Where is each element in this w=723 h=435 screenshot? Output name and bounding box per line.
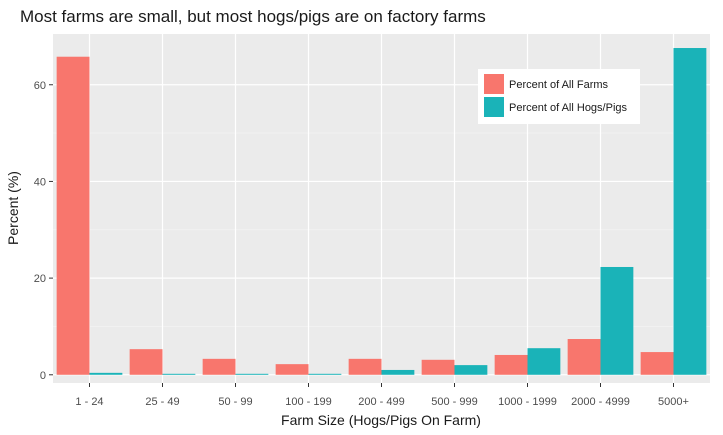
bars [56, 48, 707, 375]
legend: Percent of All Farms Percent of All Hogs/… [478, 69, 640, 124]
legend-label-hogs: Percent of All Hogs/Pigs [509, 102, 628, 114]
bar-farms-6 [421, 359, 455, 375]
y-tick-label: 0 [40, 370, 46, 382]
bar-farms-5 [348, 358, 382, 375]
legend-label-farms: Percent of All Farms [509, 79, 609, 91]
y-axis: 0 20 40 60 [34, 80, 53, 382]
bar-farms-8 [567, 339, 601, 375]
bar-farms-4 [275, 364, 309, 375]
bar-hogs-5 [381, 369, 415, 375]
y-tick-label: 60 [34, 80, 46, 92]
bar-hogs-8 [600, 266, 634, 375]
bar-hogs-3 [235, 373, 269, 375]
chart-title: Most farms are small, but most hogs/pigs… [20, 7, 486, 26]
legend-key-farms [484, 74, 504, 94]
x-tick-label: 25 - 49 [145, 396, 179, 408]
x-tick-label: 1000 - 1999 [498, 396, 557, 408]
y-tick-label: 20 [34, 273, 46, 285]
legend-background [478, 69, 640, 124]
y-tick-label: 40 [34, 176, 46, 188]
bar-farms-9 [640, 352, 674, 375]
bar-hogs-6 [454, 365, 488, 375]
bar-hogs-4 [308, 373, 342, 375]
bar-hogs-2 [162, 373, 196, 375]
x-tick-label: 50 - 99 [218, 396, 252, 408]
bar-farms-7 [494, 354, 528, 375]
bar-farms-3 [202, 358, 236, 375]
x-tick-label: 2000 - 4999 [571, 396, 630, 408]
x-axis: 1 - 24 25 - 49 50 - 99 100 - 199 200 - 499 50… [75, 383, 689, 408]
x-axis-title: Farm Size (Hogs/Pigs On Farm) [281, 412, 481, 428]
x-tick-label: 100 - 199 [285, 396, 331, 408]
x-tick-label: 500 - 999 [431, 396, 477, 408]
bar-hogs-9 [673, 48, 707, 375]
x-tick-label: 200 - 499 [358, 396, 404, 408]
y-axis-title: Percent (%) [5, 171, 21, 245]
legend-key-hogs [484, 97, 504, 117]
bar-farms-2 [129, 349, 163, 375]
bar-farms-1 [56, 56, 90, 375]
x-tick-label: 5000+ [658, 396, 689, 408]
bar-hogs-7 [527, 348, 561, 375]
x-tick-label: 1 - 24 [75, 396, 103, 408]
bar-hogs-1 [89, 372, 123, 375]
